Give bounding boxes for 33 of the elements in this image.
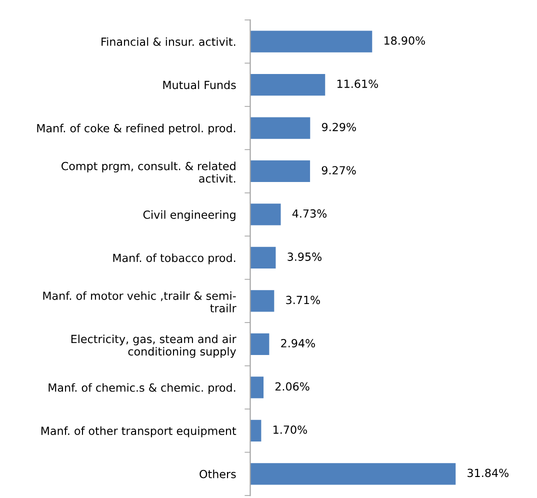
y-tick-label: Manf. of chemic.s & chemic. prod. [48,383,236,394]
bar [250,30,372,52]
y-tick-label: Mutual Funds [163,80,236,90]
data-label: 2.94% [281,339,315,348]
bar [250,333,270,355]
data-label: 31.84% [468,468,508,478]
bar [250,420,262,442]
data-label: 11.61% [337,80,378,88]
data-label: 2.06% [275,382,310,391]
y-tick-label: Manf. of coke & refined petrol. prod. [37,124,236,135]
y-tick-label: Manf. of motor vehic ,trailr & semi- trailr [43,291,236,312]
bar [250,117,310,139]
data-label: 9.27% [322,166,356,174]
bar [250,290,274,312]
bar [250,463,456,485]
y-tick-label: Financial & insur. activit. [102,37,236,46]
bar [250,160,310,182]
y-tick-label: Electricity, gas, steam and air conditioning supply [71,334,236,358]
bar [250,376,264,398]
bar [250,204,281,226]
data-label: 9.29% [322,122,356,132]
data-label: 3.71% [286,296,320,304]
y-tick-label: Compt prgm, consult. & related activit. [62,162,236,183]
data-label: 1.70% [274,425,308,434]
bar [250,74,326,96]
y-tick-label: Manf. of tobacco prod. [113,253,236,264]
data-label: 18.90% [384,36,426,45]
bar [250,246,276,269]
y-tick-label: Others [200,470,236,478]
data-label: 3.95% [288,252,322,261]
y-tick-label: Civil engineering [143,210,236,222]
y-tick-label: Manf. of other transport equipment [41,426,236,438]
data-label: 4.73% [292,209,327,218]
